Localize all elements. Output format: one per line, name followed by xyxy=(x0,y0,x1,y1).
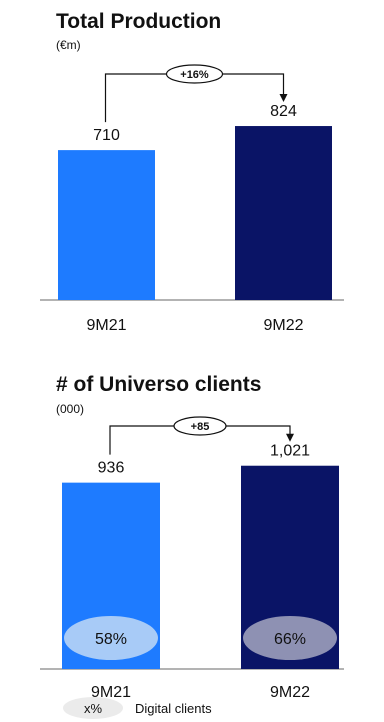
digital-share-label-0: 58% xyxy=(95,631,127,648)
tick-label-0-1: 9M22 xyxy=(263,317,303,334)
bar-0-1 xyxy=(235,126,332,301)
value-label-0-1: 824 xyxy=(270,103,297,120)
legend-digital-swatch xyxy=(63,697,123,719)
universo-clients-chart: # of Universo clients (000) 936 1,021 9M2… xyxy=(40,373,344,701)
value-labels-universo-clients: 936 1,021 xyxy=(98,443,310,477)
legend-digital-clients-label: Digital clients xyxy=(135,701,212,716)
tick-label-1-0: 9M21 xyxy=(91,684,131,701)
tick-labels-universo-clients: 9M21 9M22 xyxy=(91,684,310,701)
total-production-chart: Total Production (€m) 710 824 9M21 9M22 +1… xyxy=(40,10,344,334)
tick-label-0-0: 9M21 xyxy=(86,317,126,334)
chart-title-total-production: Total Production xyxy=(56,10,221,33)
bars-total-production xyxy=(58,126,332,301)
digital-share-ellipse-1 xyxy=(243,616,337,660)
value-label-0-0: 710 xyxy=(93,127,120,144)
digital-share-ellipse-0 xyxy=(64,616,158,660)
value-label-1-0: 936 xyxy=(98,460,125,477)
value-labels-total-production: 710 824 xyxy=(93,103,297,144)
delta-arrow-1 xyxy=(286,433,294,442)
tick-labels-total-production: 9M21 9M22 xyxy=(86,317,303,334)
chart-subtitle-universo-clients: (000) xyxy=(56,402,84,416)
digital-share-ellipses: 58% 66% xyxy=(64,616,337,660)
delta-badge-0 xyxy=(165,64,224,84)
delta-badge-1 xyxy=(173,416,227,436)
legend: x% Digital clients xyxy=(63,697,212,719)
bar-0-0 xyxy=(58,150,155,300)
delta-label-0: +16% xyxy=(180,69,209,81)
delta-connector-universo-clients: +85 xyxy=(109,416,294,455)
value-label-1-1: 1,021 xyxy=(270,443,310,460)
chart-subtitle-total-production: (€m) xyxy=(56,38,81,52)
tick-label-1-1: 9M22 xyxy=(270,684,310,701)
delta-connector-total-production: +16% xyxy=(104,64,288,123)
chart-title-universo-clients: # of Universo clients xyxy=(56,373,261,396)
delta-label-1: +85 xyxy=(191,421,210,433)
digital-share-label-1: 66% xyxy=(274,631,306,648)
delta-arrow-0 xyxy=(279,94,288,103)
legend-swatch-label: x% xyxy=(84,701,103,716)
